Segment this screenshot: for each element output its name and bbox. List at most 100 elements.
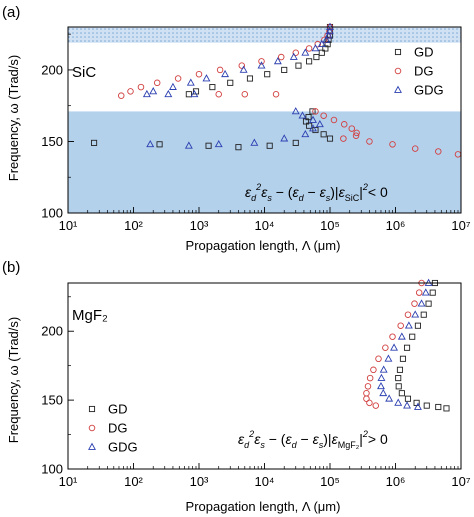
panel-a-point-gd (318, 49, 325, 56)
panel-a-point-gd (205, 142, 212, 149)
panel-b-point-gd (443, 405, 450, 412)
panel-a-point-gdg (202, 74, 211, 82)
panel-a-point-gdg (184, 141, 193, 149)
panel-a-point-gd (281, 66, 288, 73)
panel-a-point-gdg (322, 35, 331, 43)
panel-b-point-gd (435, 403, 442, 411)
panel-a-point-dg (366, 138, 373, 145)
panel-b-point-gdg (390, 343, 399, 351)
panel-b-point-gd (399, 355, 407, 362)
panel-a-ylabel: Frequency, ω (Trad/s) (6, 55, 21, 181)
panel-b-point-gd (395, 375, 402, 382)
panel-a-legend-label-gdg: GDG (414, 83, 444, 98)
panel-a-point-gd (266, 142, 273, 149)
panel-a-annotation-rel: < 0 (368, 184, 388, 200)
panel-a-point-gdg (168, 82, 177, 90)
panel-a-legend-label-gd: GD (414, 45, 434, 60)
panel-b-x-tick-label: 10⁴ (254, 474, 274, 489)
panel-a-point-dg (153, 79, 161, 87)
panel-a-point-dg (314, 40, 321, 48)
panel-a-point-gdg (164, 89, 173, 98)
panel-b-y-tick-label: 100 (41, 462, 63, 477)
panel-a-point-dg (277, 53, 285, 61)
panel-a-point-gdg (142, 89, 151, 98)
panel-b-point-gd (429, 289, 436, 296)
panel-a-point-dg (137, 83, 145, 91)
panel-b-x-tick-label: 10⁵ (320, 474, 340, 489)
panel-a-y-tick-label: 150 (41, 134, 63, 149)
panel-a-point-gdg (214, 139, 223, 148)
panel-a-point-gd (264, 71, 271, 78)
panel-b-ylabel: Frequency, ω (Trad/s) (6, 317, 21, 443)
panel-a-point-gd (320, 131, 327, 138)
panel-a-material-label: SiC (72, 64, 96, 81)
panel-b-legend-marker-dg (88, 424, 96, 432)
panel-a-point-gd (302, 118, 310, 125)
panel-a-frame (67, 26, 462, 214)
panel-a-point-gdg (317, 39, 326, 48)
panel-a-point-gdg (186, 78, 195, 86)
panel-b-point-dg (363, 395, 370, 402)
panel-a-point-gdg (309, 115, 317, 123)
panel-b-point-gd (414, 322, 421, 329)
panel-b-point-gd (404, 395, 412, 402)
panel-a-point-gd (322, 45, 329, 52)
panel-a-point-dg (389, 141, 396, 148)
panel-b-point-dg (375, 355, 382, 363)
panel-b-material-label: MgF₂ (72, 307, 108, 324)
panel-b-ticks: 10¹ 10² 10³ 10⁴ 10⁵ 10⁶ 10⁷ 100 150 200 (41, 296, 471, 489)
panel-a-point-gd (156, 141, 163, 148)
panel-a-point-gdg (289, 52, 298, 60)
panel-b-point-gdg (404, 321, 413, 329)
panel-b-point-gdg (394, 398, 403, 406)
panel-a-point-gdg (291, 107, 300, 115)
panel-b-frame (67, 282, 462, 470)
panel-b-point-dg (370, 366, 377, 374)
panel-a-x-tick-label: 10⁴ (254, 218, 274, 233)
panel-b-legend-marker-gdg (88, 442, 96, 450)
panel-b-point-dg (389, 333, 396, 340)
panel-b-point-gdg (377, 382, 385, 390)
panel-a-point-dg (174, 75, 182, 82)
panel-a-x-tick-label: 10⁶ (386, 218, 406, 233)
panel-b-point-gdg (384, 354, 393, 362)
panel-a-point-gd (227, 79, 234, 86)
panel-b-point-gd (425, 300, 432, 307)
panel-b-legend-label-gd: GD (108, 402, 128, 417)
panel-a-x-tick-label: 10⁵ (320, 218, 340, 233)
panel-a-point-gd (209, 84, 216, 91)
panel-a-point-gdg (273, 57, 282, 65)
panel-a-x-tick-label: 10⁷ (451, 218, 470, 233)
panel-b-x-tick-label: 10⁶ (386, 474, 406, 489)
panel-a-point-dg (411, 145, 419, 152)
panel-a-point-dg (340, 135, 347, 142)
panel-a-point-dg (353, 129, 360, 137)
panel-a-point-dg (320, 112, 327, 119)
panel-a-annotation-sub: SiC (345, 193, 360, 203)
panel-a-point-gdg (324, 31, 333, 39)
panel-a-point-gdg (309, 124, 317, 132)
panel-a-marks (91, 22, 462, 158)
panel-a-point-gdg (221, 69, 230, 78)
panel-a-point-dg (330, 116, 338, 124)
panel-a-point-gdg (257, 61, 266, 69)
panel-b-point-dg (363, 389, 370, 397)
panel-b-x-tick-label: 10⁷ (451, 474, 470, 489)
panel-a-point-dg (127, 88, 134, 95)
panel-b-label: (b) (2, 259, 20, 276)
panel-a-point-gd (246, 75, 254, 82)
panel-b-point-gd (403, 344, 411, 351)
panel-b-point-gd (409, 333, 416, 340)
panel-b-point-gdg (385, 394, 394, 402)
panel-b-point-gd (423, 402, 430, 409)
panel-a-legend: GD DG GDG (394, 45, 444, 98)
panel-a-point-gd (313, 53, 320, 61)
panel-b-point-dg (415, 289, 423, 296)
panel-b-point-gdg (379, 365, 388, 373)
panel-a-point-gd (235, 144, 242, 151)
panel-b-point-gdg (379, 388, 388, 397)
panel-a-band-0 (68, 111, 461, 213)
panel-b-point-dg (366, 374, 374, 382)
panel-b-point-gd (395, 383, 402, 390)
